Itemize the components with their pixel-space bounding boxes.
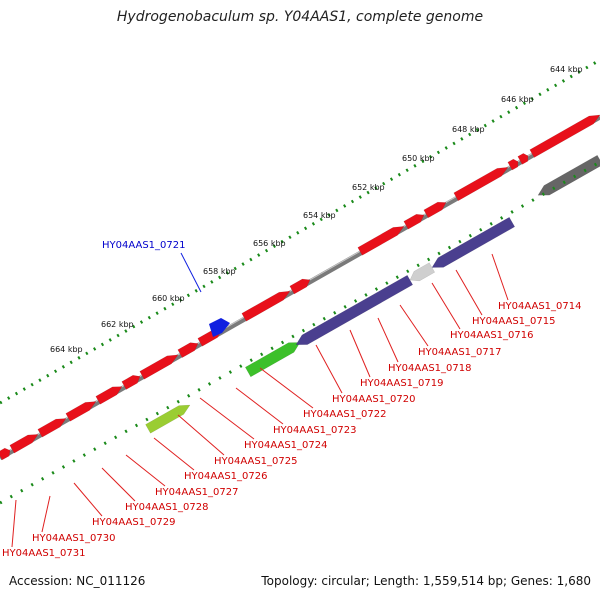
forward-gene-arrow[interactable] bbox=[9, 434, 39, 454]
gene-label[interactable]: HY04AAS1_0715 bbox=[472, 316, 555, 327]
scale-label: 652 kbp bbox=[352, 183, 385, 192]
gene-leader-line bbox=[431, 282, 461, 330]
gene-leader-line bbox=[11, 499, 17, 548]
forward-gene-arrow[interactable] bbox=[289, 278, 311, 295]
gene-label[interactable]: HY04AAS1_0730 bbox=[32, 533, 115, 544]
map-title: Hydrogenobaculum sp. Y04AAS1, complete g… bbox=[116, 9, 484, 25]
light-gray-gene-arrow[interactable] bbox=[409, 262, 436, 282]
gene-leader-line bbox=[101, 467, 136, 502]
gene-label[interactable]: HY04AAS1_0719 bbox=[360, 378, 443, 389]
gene-leader-line bbox=[491, 253, 509, 301]
gene-leader-line bbox=[41, 495, 51, 533]
forward-gene-arrow[interactable] bbox=[139, 354, 179, 380]
gene-leader-line bbox=[177, 414, 225, 456]
genome-summary-text: Topology: circular; Length: 1,559,514 bp… bbox=[261, 574, 591, 588]
yellow-green-gene-arrow[interactable] bbox=[145, 404, 191, 434]
gene-leader-line bbox=[349, 329, 371, 378]
gene-label[interactable]: HY04AAS1_0720 bbox=[332, 394, 415, 405]
scale-label: 656 kbp bbox=[253, 239, 286, 248]
gene-label[interactable]: HY04AAS1_0728 bbox=[125, 502, 208, 513]
scale-labels: 644 kbp 646 kbp 648 kbp 650 kbp 652 kbp 654 k… bbox=[50, 65, 583, 354]
gene-label[interactable]: HY04AAS1_0718 bbox=[388, 363, 471, 374]
gene-label[interactable]: HY04AAS1_0727 bbox=[155, 487, 238, 498]
scale-label: 660 kbp bbox=[152, 294, 185, 303]
green-gene-arrow[interactable] bbox=[244, 342, 301, 378]
forward-gene-arrow[interactable] bbox=[357, 226, 405, 256]
forward-strand-genes bbox=[0, 114, 600, 461]
forward-gene-arrow[interactable] bbox=[0, 447, 11, 461]
scale-label: 644 kbp bbox=[550, 65, 583, 74]
gene-label[interactable]: HY04AAS1_0726 bbox=[184, 471, 267, 482]
reverse-strand-genes bbox=[145, 154, 600, 434]
forward-gene-arrow[interactable] bbox=[95, 386, 123, 405]
scale-label: 648 kbp bbox=[452, 125, 485, 134]
gene-label[interactable]: HY04AAS1_0723 bbox=[273, 425, 356, 436]
forward-gene-arrow[interactable] bbox=[241, 290, 291, 322]
purple-gene-arrow[interactable] bbox=[295, 274, 414, 346]
gene-leader-line bbox=[73, 482, 103, 517]
gene-leader-line bbox=[199, 397, 255, 440]
gene-leader-line bbox=[259, 367, 314, 409]
gene-label[interactable]: HY04AAS1_0714 bbox=[498, 301, 581, 312]
gene-label[interactable]: HY04AAS1_0722 bbox=[303, 409, 386, 420]
gene-label[interactable]: HY04AAS1_0731 bbox=[2, 548, 85, 559]
purple-gene-arrow[interactable] bbox=[431, 216, 516, 268]
gene-label[interactable]: HY04AAS1_0716 bbox=[450, 330, 533, 341]
gene-leader-line bbox=[235, 387, 284, 425]
accession-text: Accession: NC_011126 bbox=[9, 574, 146, 588]
gene-label[interactable]: HY04AAS1_0729 bbox=[92, 517, 175, 528]
forward-gene-arrow[interactable] bbox=[177, 342, 199, 358]
forward-gene-arrow[interactable] bbox=[65, 401, 97, 422]
forward-gene-arrow[interactable] bbox=[453, 166, 509, 202]
gene-leader-line bbox=[153, 437, 195, 471]
gene-leader-line bbox=[455, 269, 483, 316]
forward-gene-arrow[interactable] bbox=[403, 213, 425, 230]
gene-label[interactable]: HY04AAS1_0725 bbox=[214, 456, 297, 467]
forward-gene-arrow[interactable] bbox=[517, 153, 529, 165]
gene-leader-line bbox=[399, 304, 429, 347]
highlight-leader-line bbox=[180, 252, 202, 293]
gene-leader-line bbox=[377, 317, 399, 363]
gene-label[interactable]: HY04AAS1_0724 bbox=[244, 440, 327, 451]
forward-gene-arrow[interactable] bbox=[529, 114, 600, 158]
scale-label: 654 kbp bbox=[303, 211, 336, 220]
scale-label: 664 kbp bbox=[50, 345, 83, 354]
highlighted-gene-arrow[interactable] bbox=[209, 318, 230, 337]
gene-labels: HY04AAS1_0714 HY04AAS1_0715 HY04AAS1_0716 H… bbox=[2, 301, 581, 559]
forward-gene-arrow[interactable] bbox=[37, 418, 67, 438]
forward-gene-arrow[interactable] bbox=[121, 375, 141, 390]
forward-gene-arrow[interactable] bbox=[423, 201, 447, 219]
forward-gene-arrow[interactable] bbox=[507, 158, 519, 171]
scale-label: 650 kbp bbox=[402, 154, 435, 163]
gene-leader-line bbox=[315, 344, 343, 394]
scale-label: 658 kbp bbox=[203, 267, 236, 276]
gene-leader-line bbox=[125, 454, 166, 487]
highlighted-gene-label[interactable]: HY04AAS1_0721 bbox=[102, 240, 185, 251]
scale-label: 646 kbp bbox=[501, 95, 534, 104]
gene-leader-lines bbox=[11, 253, 509, 548]
gene-label[interactable]: HY04AAS1_0717 bbox=[418, 347, 501, 358]
outer-scale-ticks bbox=[0, 58, 600, 405]
scale-label: 662 kbp bbox=[101, 320, 134, 329]
gray-gene-arrow[interactable] bbox=[537, 154, 600, 196]
